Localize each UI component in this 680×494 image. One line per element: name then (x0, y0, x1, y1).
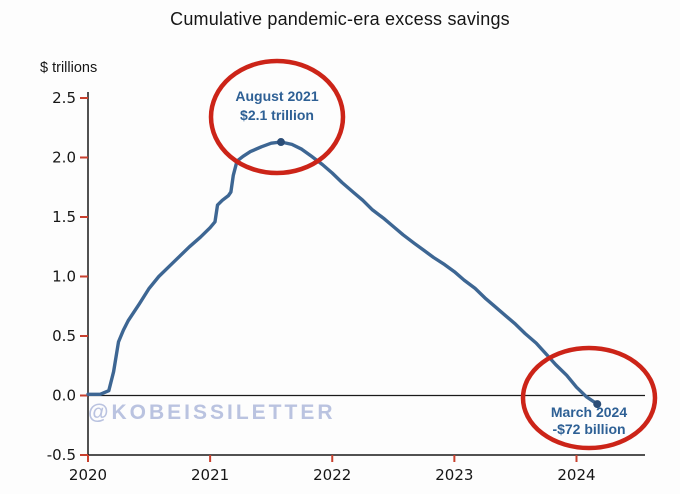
svg-text:2024: 2024 (557, 466, 595, 484)
svg-text:0.0: 0.0 (52, 387, 76, 405)
svg-text:2021: 2021 (191, 466, 229, 484)
watermark: @KOBEISSILETTER (88, 401, 336, 424)
end-highlight-ellipse (520, 345, 658, 451)
annotation-august-2021: August 2021 $2.1 trillion (192, 87, 362, 125)
svg-text:0.5: 0.5 (52, 327, 76, 345)
annotation-august-2021-value: $2.1 trillion (240, 107, 314, 123)
svg-text:2.0: 2.0 (52, 149, 76, 167)
chart-title: Cumulative pandemic-era excess savings (170, 9, 510, 29)
svg-text:-0.5: -0.5 (47, 446, 76, 464)
peak-highlight-ellipse (208, 58, 346, 176)
annotation-march-2024-date: March 2024 (550, 404, 628, 420)
annotation-march-2024: March 2024 -$72 billion (504, 404, 674, 438)
svg-text:2023: 2023 (435, 466, 473, 484)
axes-and-ticks: -0.5 0.0 0.5 1.0 1.5 2.0 2.5 2020 2021 2022 2023 20… (47, 89, 645, 484)
svg-text:2.5: 2.5 (52, 89, 76, 107)
svg-text:2020: 2020 (69, 466, 107, 484)
svg-text:2022: 2022 (313, 466, 351, 484)
annotation-august-2021-date: August 2021 (235, 88, 319, 104)
annotation-march-2024-value: -$72 billion (552, 421, 626, 437)
y-axis-caption: $ trillions (40, 60, 98, 76)
svg-text:1.5: 1.5 (52, 208, 76, 226)
savings-line-series (86, 138, 602, 409)
svg-text:1.0: 1.0 (52, 268, 76, 286)
